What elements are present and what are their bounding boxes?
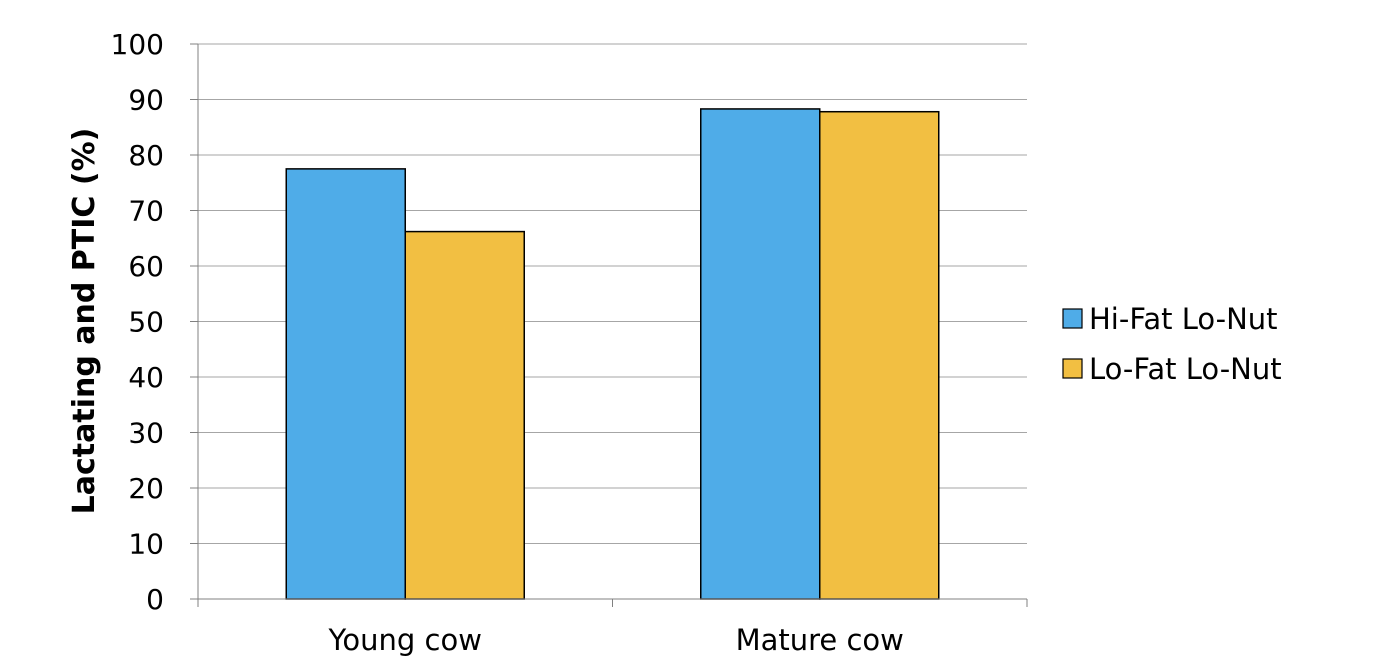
y-tick-label: 30 [128,417,164,450]
y-tick-label: 0 [146,583,164,616]
y-axis-title: Lactating and PTIC (%) [67,128,102,515]
bar [700,108,821,600]
legend-label: Hi-Fat Lo-Nut [1089,302,1278,336]
y-tick-label: 60 [128,250,164,283]
y-tick-label: 40 [128,361,164,394]
y-tick-label: 10 [128,528,164,561]
axes [197,44,1028,607]
bar [819,110,940,600]
bar [404,230,525,600]
y-tick-label: 100 [111,28,164,61]
legend-label: Lo-Fat Lo-Nut [1089,352,1282,386]
y-axis-ticks: 0 10 20 30 40 50 60 70 80 90 100 [111,28,198,616]
y-tick-label: 90 [128,84,164,117]
x-category-label: Mature cow [736,623,904,657]
legend: Hi-Fat Lo-Nut Lo-Fat Lo-Nut [1062,302,1282,386]
x-axis-labels: Young cow Mature cow [328,623,904,657]
y-tick-label: 70 [128,195,164,228]
y-tick-label: 80 [128,139,164,172]
y-tick-label: 50 [128,306,164,339]
y-tick-label: 20 [128,472,164,505]
legend-swatch [1062,308,1083,329]
bar [285,168,406,600]
legend-swatch [1062,358,1083,379]
x-category-label: Young cow [328,623,482,657]
bars [285,108,940,600]
